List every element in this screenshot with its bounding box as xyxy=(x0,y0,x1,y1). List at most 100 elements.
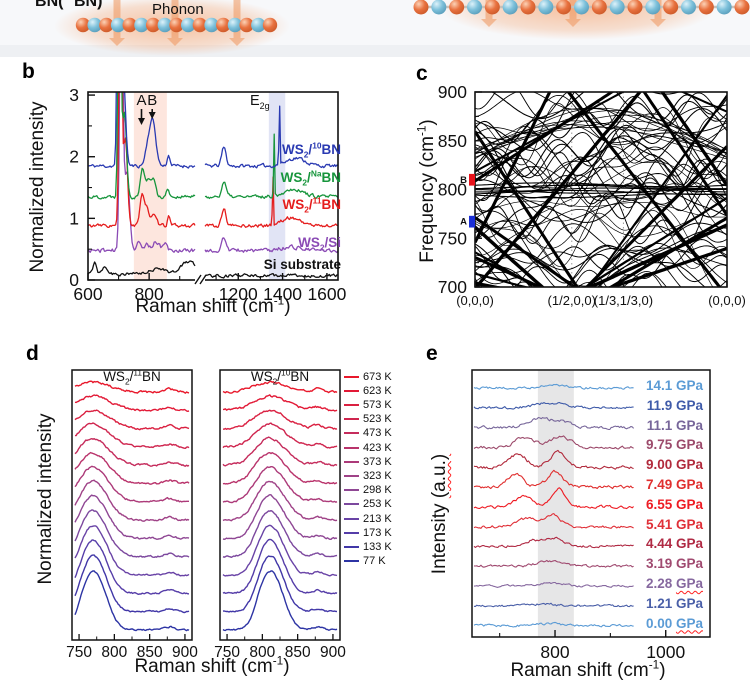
legend-entry: 573 K xyxy=(344,398,392,411)
legend-entry: 323 K xyxy=(344,469,392,482)
svg-text:600: 600 xyxy=(73,284,102,304)
svg-text:1400: 1400 xyxy=(263,284,302,304)
svg-text:(1/3,1/3,0): (1/3,1/3,0) xyxy=(594,293,653,308)
pressure-label: 0.00 GPa xyxy=(645,615,703,631)
svg-text:A: A xyxy=(136,92,146,109)
boron-atom-icon xyxy=(574,0,589,15)
svg-text:800: 800 xyxy=(135,284,164,304)
legend-label: 298 K xyxy=(363,484,392,497)
nitrogen-atom-icon xyxy=(520,0,536,15)
panel-c-chart: 700 750 800 850 900 (0,0,0) (1/2,0,0)(1/3,1/3,… xyxy=(438,82,746,308)
panel-d-left-title: WS2/11BN xyxy=(103,367,161,387)
nitrogen-atom-icon xyxy=(75,17,91,33)
nitrogen-atom-icon xyxy=(698,0,714,15)
legend-label: 213 K xyxy=(363,512,392,525)
boron-atom-icon xyxy=(467,0,482,15)
boron-atom-icon xyxy=(204,17,219,33)
boron-atom-icon xyxy=(431,0,447,15)
pressure-label: 3.19 GPa xyxy=(645,556,703,572)
pressure-label: 2.28 GPa xyxy=(645,576,703,591)
panel-letter-b: b xyxy=(22,60,35,83)
series-label: WS2/10BN xyxy=(282,140,341,160)
panel-letter-d: d xyxy=(26,342,39,365)
pressure-label: 7.49 GPa xyxy=(645,477,703,492)
legend-swatch xyxy=(344,489,359,492)
pressure-label: 6.55 GPa xyxy=(645,496,703,512)
svg-text:750: 750 xyxy=(214,644,240,661)
legend-entry: 473 K xyxy=(344,427,392,440)
legend-label: 173 K xyxy=(363,526,392,539)
legend-swatch xyxy=(344,403,359,406)
svg-text:3: 3 xyxy=(69,85,79,105)
svg-text:800: 800 xyxy=(249,644,275,661)
legend-label: 573 K xyxy=(363,398,392,411)
svg-text:B: B xyxy=(147,92,157,109)
pressure-label: 4.44 GPa xyxy=(645,536,703,552)
panel-b-ylabel: Normalized intensity xyxy=(27,101,48,273)
pressure-label: 11.1 GPa xyxy=(646,417,703,433)
panel-c-ylabel: Frequency (cm-1) xyxy=(415,119,438,263)
legend-label: 523 K xyxy=(363,413,392,426)
legend-label: 673 K xyxy=(363,370,392,383)
pressure-label: 1.21 GPa xyxy=(645,595,703,611)
legend-entry: 77 K xyxy=(344,555,386,568)
phonon-arrow-icon xyxy=(569,0,577,19)
legend-entry: 373 K xyxy=(344,455,392,468)
svg-text:A: A xyxy=(460,217,467,228)
boron-atom-icon xyxy=(502,0,518,15)
isotope-label: 10BN(11BN) xyxy=(24,0,103,10)
pressure-label: 9.00 GPa xyxy=(645,457,703,473)
svg-text:(0,0,0): (0,0,0) xyxy=(456,293,494,308)
nitrogen-atom-icon xyxy=(449,0,465,15)
mode-marker xyxy=(469,215,475,228)
legend-swatch xyxy=(344,531,359,534)
svg-text:800: 800 xyxy=(540,642,569,662)
pressure-label: 11.9 GPa xyxy=(646,397,703,413)
legend-swatch xyxy=(344,460,359,463)
svg-text:0: 0 xyxy=(69,270,79,290)
nitrogen-atom-icon xyxy=(484,0,500,15)
svg-text:900: 900 xyxy=(320,644,346,661)
legend-entry: 133 K xyxy=(344,540,392,553)
legend-swatch xyxy=(344,389,359,392)
nitrogen-atom-icon xyxy=(216,17,231,33)
legend-label: 373 K xyxy=(363,455,392,468)
nitrogen-atom-icon xyxy=(169,17,184,33)
panel-b-xlabel: Raman shift (cm-1) xyxy=(135,294,291,317)
legend-label: 77 K xyxy=(363,555,386,568)
legend-entry: 298 K xyxy=(344,484,392,497)
pressure-label: 9.75 GPa xyxy=(645,437,703,453)
panel-d-right-title: WS2/10BN xyxy=(250,367,310,387)
legend-entry: 173 K xyxy=(344,526,392,539)
nitrogen-atom-icon xyxy=(262,17,278,33)
svg-text:1: 1 xyxy=(69,208,79,228)
pressure-label: 5.41 GPa xyxy=(645,516,703,532)
boron-atom-icon xyxy=(251,17,266,33)
panel-b-chart: 0 1 2 3 600 800 1200 1400 1600 A B xyxy=(69,85,346,304)
nitrogen-atom-icon xyxy=(591,0,607,15)
boron-atom-icon xyxy=(609,0,625,15)
panel-a-illustration xyxy=(0,0,750,57)
nitrogen-atom-icon xyxy=(627,0,643,15)
svg-text:750: 750 xyxy=(438,228,467,248)
svg-text:(1/2,0,0): (1/2,0,0) xyxy=(548,293,596,308)
boron-atom-icon xyxy=(157,17,173,33)
boron-atom-icon xyxy=(681,0,696,15)
series-label: WS2/11BN xyxy=(282,195,341,215)
panel-d-chart: 750 800 850 900 750 800 850 900 xyxy=(66,369,346,661)
svg-text:1200: 1200 xyxy=(219,284,258,304)
panel-letter-c: c xyxy=(416,62,428,85)
legend-label: 623 K xyxy=(363,384,392,397)
svg-text:800: 800 xyxy=(438,180,467,200)
nitrogen-atom-icon xyxy=(99,17,114,33)
series-label: WS2/Si xyxy=(298,235,341,253)
pressure-label: 14.1 GPa xyxy=(645,378,703,393)
series-label: Si substrate xyxy=(263,257,341,272)
nitrogen-atom-icon xyxy=(556,0,572,15)
nitrogen-atom-icon xyxy=(413,0,429,15)
legend-entry: 523 K xyxy=(344,413,392,426)
boron-atom-icon xyxy=(110,17,126,33)
nitrogen-atom-icon xyxy=(239,17,254,33)
legend-swatch xyxy=(344,503,359,506)
